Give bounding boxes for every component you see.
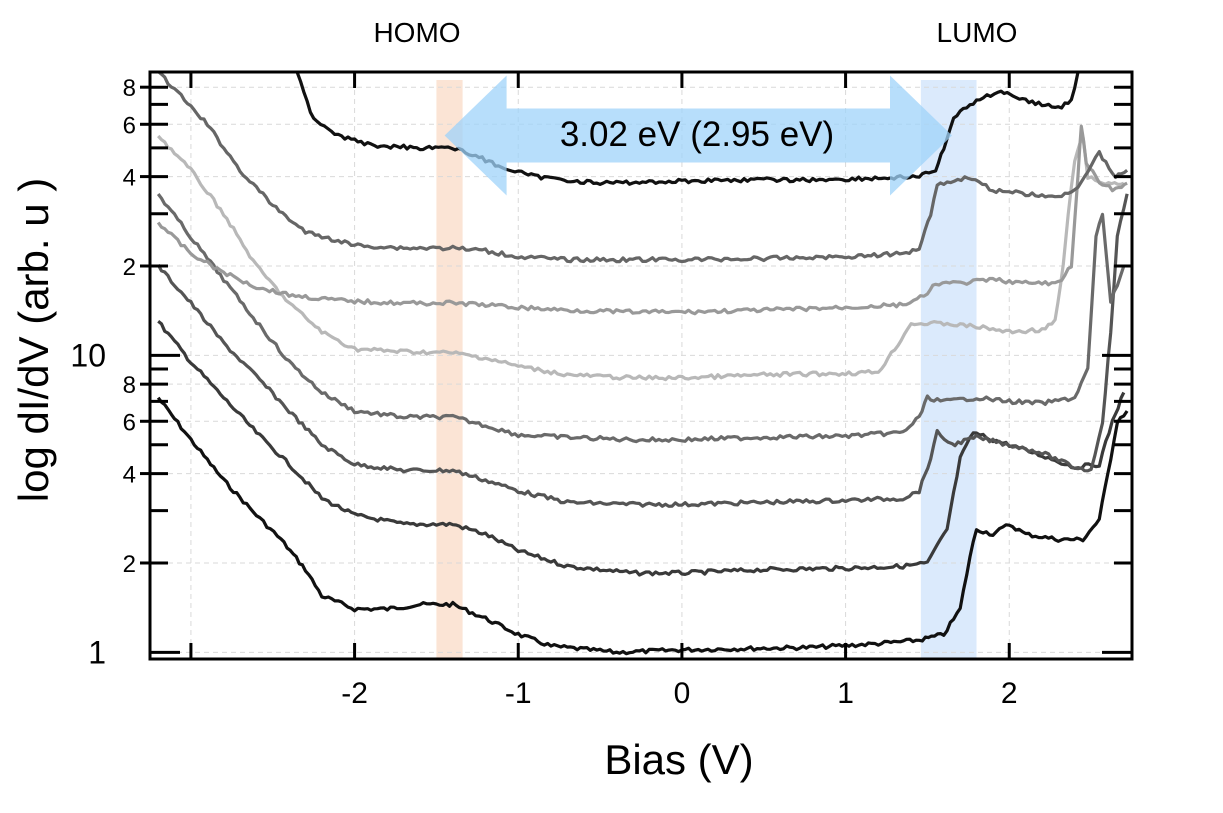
plot-frame — [148, 70, 1134, 661]
gap-arrow — [444, 75, 952, 196]
series-line-1 — [156, 396, 1129, 656]
series-line-6 — [156, 124, 1128, 316]
lumo-band — [920, 80, 977, 659]
gap-arrow-shape — [444, 75, 952, 196]
x-tick-label: 0 — [674, 677, 691, 710]
y-minor-tick-label: 4 — [123, 165, 136, 192]
x-tick-label: 2 — [1001, 677, 1018, 710]
x-tick-label: -2 — [341, 677, 368, 710]
y-axis-title: log dI/dV (arb. u ) — [10, 178, 57, 503]
homo-label: HOMO — [373, 17, 460, 48]
y-major-tick-label: 1 — [88, 634, 106, 670]
x-tick-label: 1 — [837, 677, 854, 710]
series-lines — [156, 72, 1129, 656]
series-line-5 — [157, 134, 1125, 382]
x-axis-title: Bias (V) — [604, 736, 753, 783]
y-minor-tick-label: 8 — [123, 75, 136, 102]
series-line-7 — [157, 72, 1129, 264]
axes — [148, 70, 1134, 661]
gap-energy-label: 3.02 eV (2.95 eV) — [560, 115, 834, 154]
series-line-3 — [156, 193, 1129, 508]
y-minor-tick-label: 2 — [123, 551, 136, 578]
series-line-2 — [157, 320, 1126, 577]
y-major-tick-label: 10 — [70, 337, 106, 373]
lumo-label: LUMO — [937, 17, 1018, 48]
x-tick-label: -1 — [505, 677, 532, 710]
series-line-4 — [156, 193, 1126, 444]
y-minor-tick-label: 2 — [123, 254, 136, 281]
y-minor-tick-label: 6 — [123, 112, 136, 139]
tick-marks — [140, 70, 1132, 659]
y-minor-tick-label: 4 — [123, 462, 136, 489]
y-minor-tick-label: 6 — [123, 409, 136, 436]
y-minor-tick-label: 8 — [123, 372, 136, 399]
homo-band — [436, 80, 463, 659]
tick-labels: -2 -1 0 1 2 1 10 2 4 6 8 2 4 6 8 — [70, 75, 1017, 710]
